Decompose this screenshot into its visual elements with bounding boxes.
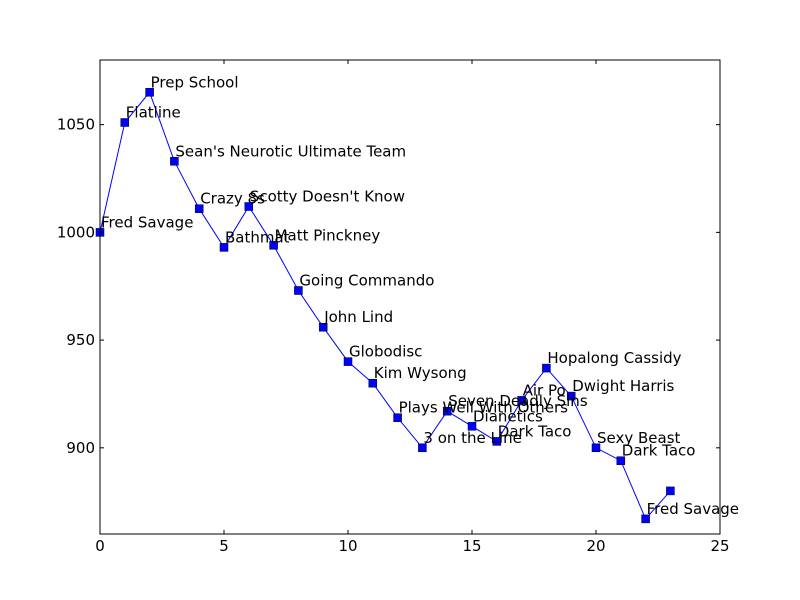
tick-group: 0 5 10 15 20 25 900 950 1000 1050 xyxy=(57,60,730,555)
data-point-marker xyxy=(145,88,154,97)
data-point-label: Air Po xyxy=(523,381,566,399)
x-tick-label: 25 xyxy=(710,537,729,555)
data-point-marker xyxy=(393,413,402,422)
y-tick-label: 900 xyxy=(66,439,95,457)
data-point-marker xyxy=(492,437,502,446)
x-tick-label: 5 xyxy=(219,537,229,555)
data-point-marker xyxy=(542,363,551,373)
data-point-marker xyxy=(170,157,179,166)
data-point-label: Fred Savage xyxy=(101,213,193,231)
y-tick-label: 1050 xyxy=(57,116,95,134)
data-point-marker xyxy=(616,456,626,465)
data-point-label: Crazy 8s xyxy=(200,190,265,208)
data-point-marker xyxy=(517,396,526,405)
series-line xyxy=(99,91,671,520)
data-point-marker xyxy=(194,204,204,213)
data-point-label: Seven Deadly Sins xyxy=(448,392,588,410)
data-point-label: Scotty Doesn't Know xyxy=(250,188,405,206)
data-point-label: Globodisc xyxy=(349,343,422,361)
data-point-marker xyxy=(666,486,675,496)
data-point-marker xyxy=(244,202,254,211)
data-point-label: 3 on the Line xyxy=(423,429,521,447)
data-point-label: Prep School xyxy=(151,73,239,91)
data-point-label: Going Commando xyxy=(299,272,434,290)
data-point-label: Sean's Neurotic Ultimate Team xyxy=(175,142,406,160)
data-point-marker xyxy=(641,514,650,524)
data-point-marker xyxy=(566,391,576,401)
x-tick-label: 15 xyxy=(462,537,481,555)
data-point-marker xyxy=(318,322,328,332)
data-point-marker xyxy=(219,243,229,252)
x-tick-label: 20 xyxy=(586,537,605,555)
plot-frame xyxy=(99,59,721,535)
data-point-marker xyxy=(343,357,353,366)
data-point-label: Dwight Harris xyxy=(572,377,674,395)
data-point-label: Dark Taco xyxy=(498,422,572,440)
data-point-marker xyxy=(442,406,452,416)
y-tick-label: 1000 xyxy=(57,223,95,241)
point-label-group: Fred Savage Flatline Prep School Sean's Neu… xyxy=(101,73,739,518)
data-point-label: Plays Well With Others xyxy=(399,399,569,417)
data-point-label: Kim Wysong xyxy=(374,364,467,382)
data-point-label: Matt Pinckney xyxy=(275,226,381,244)
data-point-marker xyxy=(591,443,601,453)
data-point-marker xyxy=(294,286,303,295)
data-point-label: Hopalong Cassidy xyxy=(547,349,681,367)
x-tick-label: 10 xyxy=(338,537,357,555)
series-line-group xyxy=(99,91,671,520)
y-tick-label: 950 xyxy=(66,331,95,349)
data-point-marker xyxy=(269,241,278,250)
data-point-label: Bathmat xyxy=(225,228,290,246)
series-marker-group xyxy=(95,88,675,524)
data-point-marker xyxy=(120,118,130,127)
data-point-label: Dark Taco xyxy=(622,442,696,460)
data-point-marker xyxy=(368,378,378,388)
data-point-label: Fred Savage xyxy=(647,500,739,518)
data-point-marker xyxy=(467,422,477,431)
data-point-label: John Lind xyxy=(323,308,393,326)
data-point-marker xyxy=(418,443,427,453)
data-point-label: Flatline xyxy=(126,104,181,122)
axes-frame xyxy=(99,59,721,535)
data-point-label: Dianetics xyxy=(473,407,543,425)
x-tick-label: 0 xyxy=(95,537,105,555)
data-point-label: Sexy Beast xyxy=(597,429,681,447)
